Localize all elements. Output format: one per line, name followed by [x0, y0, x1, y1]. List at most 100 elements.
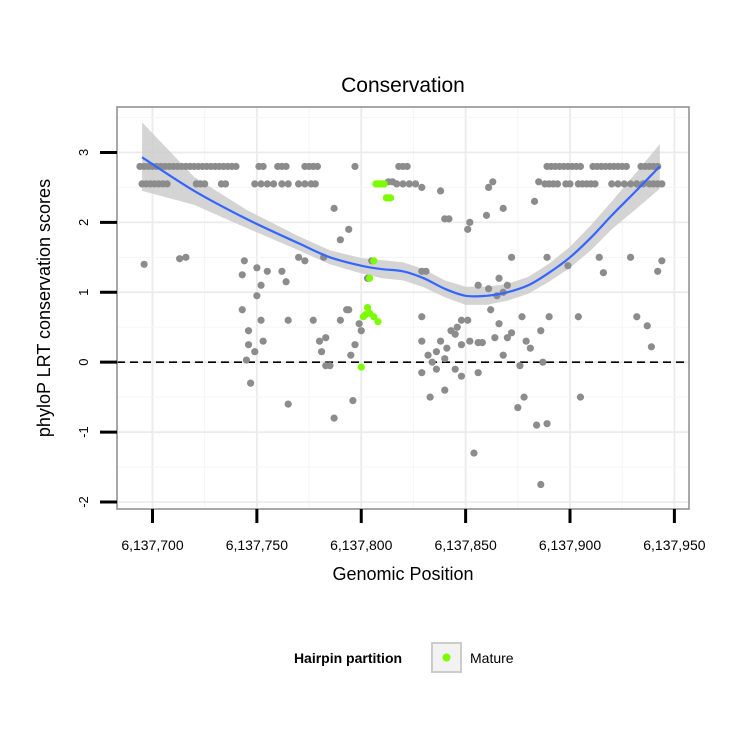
data-point-68 — [489, 178, 497, 186]
mature-point-16 — [386, 194, 395, 202]
data-point-180 — [436, 337, 445, 345]
data-point-49 — [251, 180, 259, 188]
data-point-80 — [608, 180, 616, 188]
x-axis-title: Genomic Position — [332, 564, 473, 584]
data-point-155 — [238, 306, 246, 314]
y-tick-label-1: -1 — [76, 426, 91, 438]
data-point-171 — [347, 351, 355, 359]
y-tick-label-0: -2 — [76, 496, 91, 508]
data-point-54 — [284, 180, 292, 188]
data-point-160 — [257, 316, 265, 324]
data-point-226 — [543, 420, 551, 428]
mature-point-5 — [374, 318, 382, 326]
data-point-215 — [426, 393, 434, 401]
data-point-107 — [622, 162, 630, 171]
data-point-225 — [537, 480, 545, 489]
data-point-55 — [295, 180, 303, 188]
data-point-181 — [441, 355, 449, 363]
data-point-147 — [474, 281, 482, 289]
data-point-140 — [422, 267, 430, 275]
x-tick-label-5: 6,137,950 — [643, 537, 705, 553]
data-point-126 — [182, 253, 190, 261]
data-point-63 — [405, 180, 413, 188]
legend-entry-mature: Mature — [470, 650, 514, 666]
x-tick-label-0: 6,137,700 — [121, 537, 183, 553]
data-point-210 — [284, 400, 292, 408]
chart-title: Conservation — [341, 74, 465, 97]
mature-point-4 — [370, 313, 378, 321]
data-point-113 — [330, 204, 338, 212]
data-point-84 — [633, 180, 641, 188]
mature-points — [357, 180, 395, 371]
data-point-182 — [443, 344, 451, 352]
y-axis-ticks: -2 -1 0 1 2 3 — [76, 149, 117, 508]
data-point-67 — [484, 183, 493, 191]
data-point-146 — [484, 285, 493, 293]
data-point-216 — [432, 365, 441, 373]
y-tick-label-2: 0 — [76, 359, 91, 366]
data-point-123 — [535, 178, 543, 186]
data-point-61 — [393, 180, 401, 188]
mature-point-7 — [365, 274, 374, 282]
data-point-45 — [351, 162, 359, 171]
data-point-202 — [537, 327, 545, 335]
data-point-119 — [445, 215, 453, 223]
data-point-199 — [518, 313, 526, 321]
data-point-211 — [322, 362, 330, 370]
data-point-186 — [457, 316, 466, 324]
data-point-179 — [432, 348, 441, 356]
data-point-149 — [564, 262, 572, 270]
data-point-208 — [242, 356, 251, 364]
smooth-curve — [141, 156, 661, 298]
data-point-201 — [526, 344, 534, 352]
data-point-224 — [533, 421, 541, 429]
data-point-192 — [487, 306, 495, 314]
data-point-37 — [259, 162, 267, 171]
data-point-200 — [522, 337, 530, 345]
data-point-194 — [495, 320, 503, 328]
data-point-207 — [647, 343, 656, 351]
data-point-158 — [251, 348, 259, 356]
data-point-178 — [428, 358, 436, 366]
data-point-134 — [295, 253, 303, 261]
x-axis-ticks: 6,137,700 6,137,750 6,137,800 6,137,850 6,13… — [121, 509, 706, 553]
y-tick-label-5: 3 — [76, 149, 91, 156]
data-point-227 — [539, 358, 547, 366]
data-point-51 — [263, 180, 271, 188]
data-point-50 — [257, 180, 265, 188]
grid — [117, 107, 689, 509]
x-tick-label-1: 6,137,750 — [226, 537, 288, 553]
data-point-185 — [453, 323, 461, 331]
data-point-222 — [514, 404, 522, 412]
data-point-144 — [495, 274, 503, 282]
data-point-81 — [614, 180, 622, 188]
data-point-172 — [351, 341, 359, 349]
confidence-ribbon — [142, 122, 660, 305]
data-point-130 — [257, 281, 265, 289]
data-point-204 — [574, 313, 582, 321]
data-point-141 — [507, 253, 516, 261]
data-point-184 — [451, 330, 459, 338]
data-point-116 — [464, 225, 472, 233]
data-point-132 — [278, 267, 286, 275]
data-point-89 — [658, 180, 666, 188]
data-point-48 — [403, 162, 411, 171]
data-point-32 — [221, 180, 230, 188]
data-point-220 — [474, 369, 482, 377]
data-point-156 — [244, 327, 253, 335]
data-point-187 — [457, 341, 466, 349]
data-point-52 — [269, 180, 278, 188]
confidence-band — [142, 122, 660, 305]
legend: Hairpin partition Mature — [294, 642, 514, 673]
data-point-159 — [253, 292, 261, 300]
data-point-228 — [576, 393, 585, 401]
data-point-206 — [643, 322, 651, 330]
data-point-98 — [576, 162, 585, 171]
data-point-66 — [436, 187, 445, 195]
data-point-197 — [507, 329, 516, 337]
data-point-157 — [244, 341, 253, 349]
data-point-152 — [626, 253, 635, 261]
data-point-191 — [478, 339, 486, 347]
data-point-151 — [599, 269, 608, 277]
